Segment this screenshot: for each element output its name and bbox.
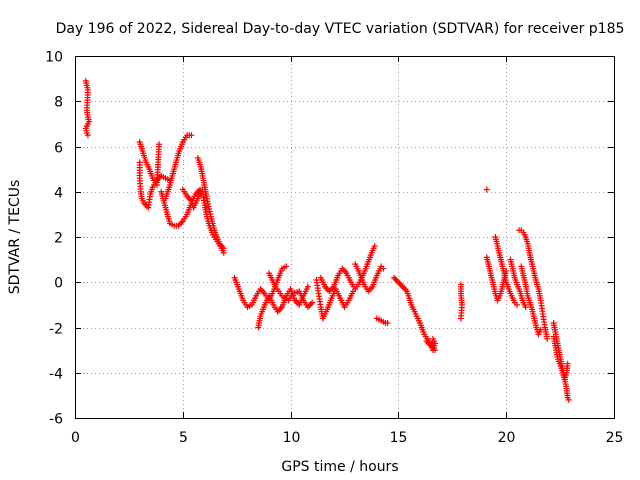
- data-point: [309, 299, 316, 306]
- axis-ticks: 0 5 10 15 20 25 -6 -4 -2 0 2 4 6 8 10: [45, 50, 623, 447]
- chart-title: Day 196 of 2022, Sidereal Day-to-day VTE…: [56, 21, 625, 37]
- data-points: [82, 77, 572, 403]
- grid: [75, 56, 614, 418]
- data-point: [513, 301, 520, 308]
- data-point: [283, 263, 290, 270]
- data-point: [457, 315, 464, 322]
- x-tick-label: 20: [498, 430, 516, 446]
- x-tick-label: 25: [606, 430, 624, 446]
- data-point: [220, 245, 227, 252]
- x-tick-label: 0: [71, 430, 80, 446]
- y-tick-label: 6: [54, 141, 63, 157]
- y-tick-label: 2: [54, 231, 63, 247]
- y-tick-label: -4: [49, 367, 63, 383]
- x-tick-label: 10: [283, 430, 301, 446]
- data-point: [544, 335, 551, 342]
- y-axis-label: SDTVAR / TECUs: [7, 180, 23, 295]
- y-tick-label: 4: [54, 186, 63, 202]
- x-axis-label: GPS time / hours: [281, 459, 398, 475]
- data-point: [380, 265, 387, 272]
- data-point: [564, 360, 571, 367]
- data-point: [384, 319, 391, 326]
- data-point: [483, 186, 490, 193]
- data-point: [537, 326, 544, 333]
- data-point: [371, 243, 378, 250]
- data-point: [429, 335, 436, 342]
- data-point: [304, 283, 311, 290]
- y-tick-label: -2: [49, 322, 63, 338]
- y-tick-label: -6: [49, 412, 63, 428]
- data-point: [522, 304, 529, 311]
- x-tick-label: 5: [179, 430, 188, 446]
- data-point: [84, 132, 91, 139]
- data-point: [188, 132, 195, 139]
- data-point: [156, 141, 163, 148]
- data-point: [565, 396, 572, 403]
- x-tick-label: 15: [390, 430, 408, 446]
- plot-frame: [75, 56, 615, 419]
- y-tick-label: 0: [54, 276, 63, 292]
- y-tick-label: 8: [54, 95, 63, 111]
- y-tick-label: 10: [45, 50, 63, 66]
